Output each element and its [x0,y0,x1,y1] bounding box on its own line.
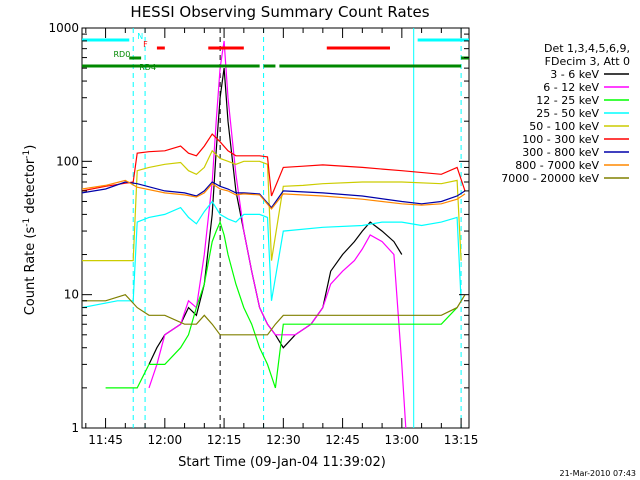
y-axis-label-sup2: -1 [22,150,32,159]
y-axis-label-sup1: -1 [22,218,32,227]
x-tick-label-0: 11:45 [88,433,123,447]
x-tick-label-2: 12:15 [207,433,242,447]
series-line-1 [148,40,407,428]
x-tick-label-3: 12:30 [266,433,301,447]
series-line-7 [82,179,466,210]
y-tick-label-2: 100 [56,154,79,168]
series-line-2 [105,220,458,389]
state-label-n: N [137,32,143,41]
state-label-rd4: RD4 [139,63,156,72]
legend: Det 1,3,4,5,6,9,FDecim 3, Att 03 - 6 keV… [501,42,630,185]
plot-area: NF RD0 RD4 [82,28,469,428]
x-tick-label-1: 12:00 [148,433,183,447]
legend-label-0: 3 - 6 keV [550,68,599,81]
legend-label-7: 800 - 7000 keV [515,159,599,172]
state-label-rd0: RD0 [113,50,130,59]
legend-header-1: FDecim 3, Att 0 [545,55,630,68]
legend-label-3: 25 - 50 keV [536,107,599,120]
legend-label-4: 50 - 100 keV [529,120,599,133]
x-tick-label-6: 13:15 [444,433,479,447]
y-axis-label-part3: ) [23,145,38,150]
x-axis-label: Start Time (09-Jan-04 11:39:02) [178,455,386,470]
legend-label-1: 6 - 12 keV [543,81,599,94]
legend-label-8: 7000 - 20000 keV [501,172,599,185]
series-line-3 [82,200,462,309]
plot-frame [81,27,470,429]
y-tick-label-1: 10 [64,288,79,302]
state-label-f: F [143,40,148,49]
x-tick-label-4: 12:45 [325,433,360,447]
series-line-4 [82,149,462,262]
series-line-8 [82,294,466,336]
y-tick-label-3: 1000 [48,21,79,35]
axes: 1 10 100 1000 11:45 12:00 12:15 12:30 12:45 13:00… [48,21,478,447]
x-tick-label-5: 13:00 [385,433,420,447]
legend-header-0: Det 1,3,4,5,6,9, [544,42,630,55]
timestamp: 21-Mar-2010 07:43 [560,469,637,478]
legend-label-6: 300 - 800 keV [522,146,599,159]
legend-label-2: 12 - 25 keV [536,94,599,107]
y-axis-label: Count Rate (s-1 detector-1) [22,145,38,316]
y-axis-label-part2: detector [23,158,38,218]
y-tick-label-0: 1 [71,421,79,435]
series-line-5 [82,133,466,197]
y-axis-label-part1: Count Rate (s [23,227,38,316]
chart-title: HESSI Observing Summary Count Rates [130,3,429,21]
legend-label-5: 100 - 300 keV [522,133,599,146]
series-line-6 [82,181,466,209]
